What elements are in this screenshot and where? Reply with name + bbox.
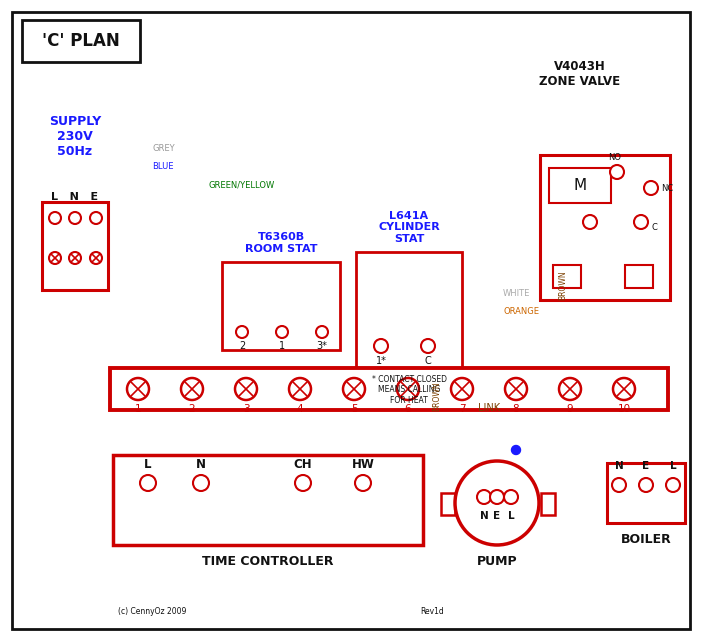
Text: PUMP: PUMP (477, 555, 517, 568)
Bar (540, 155, 670, 300)
Circle shape (69, 212, 81, 224)
Circle shape (90, 212, 102, 224)
Circle shape (504, 490, 518, 504)
Circle shape (90, 252, 102, 264)
Circle shape (512, 445, 520, 454)
Text: 4: 4 (297, 404, 303, 414)
Text: 3*: 3* (317, 341, 327, 351)
Text: M: M (574, 178, 587, 192)
Text: L: L (670, 461, 676, 471)
Text: Rev1d: Rev1d (420, 607, 444, 616)
Text: 1: 1 (279, 341, 285, 351)
Text: 8: 8 (512, 404, 519, 414)
Circle shape (276, 326, 288, 338)
Circle shape (355, 475, 371, 491)
Bar (356, 252, 462, 370)
Circle shape (666, 478, 680, 492)
Text: 'C' PLAN: 'C' PLAN (42, 32, 120, 50)
Text: GREY: GREY (152, 144, 175, 153)
Text: BROWN: BROWN (558, 271, 567, 300)
Text: L: L (144, 458, 152, 471)
Text: 7: 7 (458, 404, 465, 414)
Circle shape (49, 212, 61, 224)
Text: 2: 2 (239, 341, 245, 351)
Bar (441, 493, 455, 515)
Circle shape (49, 252, 61, 264)
Circle shape (289, 378, 311, 400)
Text: HW: HW (352, 458, 374, 471)
Circle shape (613, 378, 635, 400)
Circle shape (583, 215, 597, 229)
Circle shape (397, 378, 419, 400)
Text: SUPPLY
230V
50Hz: SUPPLY 230V 50Hz (49, 115, 101, 158)
Bar (110, 368, 668, 410)
Text: L   N   E: L N E (51, 192, 98, 202)
Text: BROWN: BROWN (432, 381, 441, 411)
Text: E: E (494, 511, 501, 521)
Circle shape (644, 181, 658, 195)
Bar (541, 493, 555, 515)
Circle shape (505, 378, 527, 400)
Text: NC: NC (661, 183, 673, 192)
Circle shape (455, 461, 539, 545)
Text: N: N (196, 458, 206, 471)
Text: 9: 9 (567, 404, 574, 414)
Text: 2: 2 (189, 404, 195, 414)
Text: WHITE: WHITE (503, 289, 531, 298)
Circle shape (295, 475, 311, 491)
Text: C: C (425, 356, 431, 366)
Circle shape (451, 378, 473, 400)
Bar (113, 455, 423, 545)
Circle shape (181, 378, 203, 400)
Circle shape (235, 378, 257, 400)
Text: L: L (508, 511, 515, 521)
Bar (222, 262, 340, 350)
Circle shape (639, 478, 653, 492)
Text: L641A
CYLINDER
STAT: L641A CYLINDER STAT (378, 211, 440, 244)
Circle shape (490, 490, 504, 504)
Bar (625, 265, 653, 288)
Text: GREEN/YELLOW: GREEN/YELLOW (208, 180, 274, 189)
Text: NO: NO (609, 153, 621, 162)
Text: T6360B
ROOM STAT: T6360B ROOM STAT (245, 233, 317, 254)
Text: BOILER: BOILER (621, 533, 671, 546)
Bar (607, 463, 685, 523)
Circle shape (612, 478, 626, 492)
Bar (42, 202, 108, 290)
Text: TIME CONTROLLER: TIME CONTROLLER (202, 555, 333, 568)
Text: N: N (479, 511, 489, 521)
Circle shape (477, 490, 491, 504)
Text: LINK: LINK (478, 403, 500, 413)
Bar (553, 265, 581, 288)
Circle shape (634, 215, 648, 229)
Text: 3: 3 (243, 404, 249, 414)
Bar (22, 20, 140, 62)
Circle shape (193, 475, 209, 491)
Bar (549, 168, 611, 203)
Text: BLUE: BLUE (152, 162, 173, 171)
Text: ORANGE: ORANGE (503, 307, 539, 316)
Text: CH: CH (293, 458, 312, 471)
Text: C: C (651, 222, 657, 231)
Text: N: N (615, 461, 623, 471)
Text: 6: 6 (404, 404, 411, 414)
Text: V4043H
ZONE VALVE: V4043H ZONE VALVE (539, 60, 621, 88)
Circle shape (343, 378, 365, 400)
Text: * CONTACT CLOSED
MEANS CALLING
FOR HEAT: * CONTACT CLOSED MEANS CALLING FOR HEAT (371, 375, 446, 405)
Text: 1: 1 (135, 404, 141, 414)
Circle shape (421, 339, 435, 353)
Circle shape (127, 378, 149, 400)
Circle shape (374, 339, 388, 353)
Circle shape (559, 378, 581, 400)
Text: (c) CennyOz 2009: (c) CennyOz 2009 (118, 607, 186, 616)
Text: 1*: 1* (376, 356, 386, 366)
Text: 5: 5 (351, 404, 357, 414)
Circle shape (610, 165, 624, 179)
Circle shape (236, 326, 248, 338)
Text: 10: 10 (618, 404, 630, 414)
Text: E: E (642, 461, 649, 471)
Circle shape (316, 326, 328, 338)
Circle shape (69, 252, 81, 264)
Circle shape (140, 475, 156, 491)
